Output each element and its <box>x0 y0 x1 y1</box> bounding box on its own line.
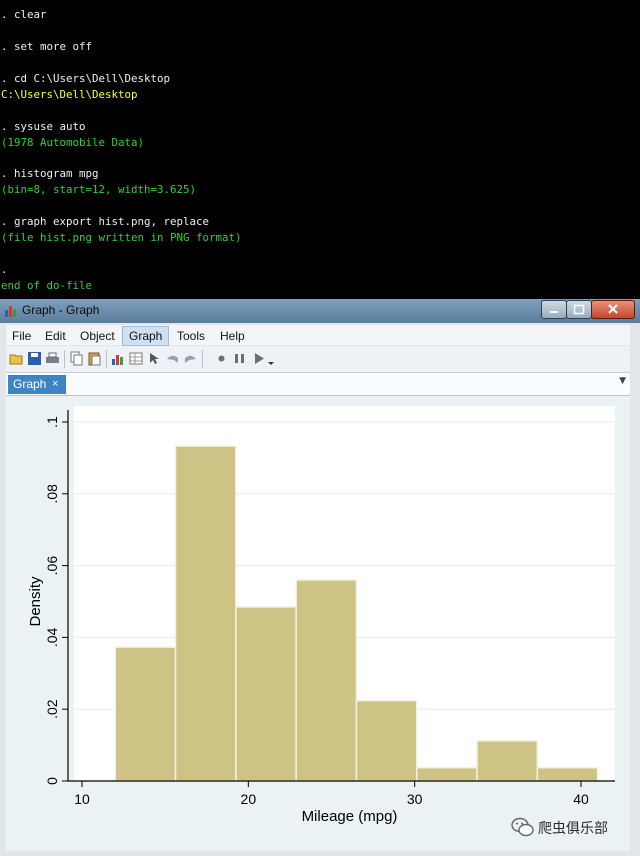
histogram-bar <box>114 646 177 782</box>
console-line: . <box>1 263 8 276</box>
watermark-text: 爬虫俱乐部 <box>538 821 608 837</box>
maximize-icon <box>573 304 585 315</box>
graph-window: Graph - Graph File Edit Object Graph Tools He… <box>0 299 640 856</box>
play-icon[interactable] <box>252 351 276 366</box>
pointer-icon[interactable] <box>147 351 162 366</box>
histogram-bar <box>235 606 297 782</box>
histogram-bar <box>295 579 358 782</box>
menu-tools[interactable]: Tools <box>177 329 206 343</box>
console-line: . set more off <box>1 40 93 53</box>
histogram-bar <box>536 766 599 782</box>
menu-bar: File Edit Object Graph Tools Help <box>6 325 630 346</box>
console-line: . sysuse auto <box>1 120 86 133</box>
histogram-bar <box>355 699 418 782</box>
y-tick-label: .02 <box>44 699 60 719</box>
close-icon <box>608 304 618 314</box>
x-axis-title: Mileage (mpg) <box>302 808 398 825</box>
data-editor-icon[interactable] <box>129 351 144 366</box>
open-icon[interactable] <box>9 351 24 366</box>
pause-icon[interactable] <box>232 351 247 366</box>
toolbar-separator <box>106 350 107 368</box>
tab-label: Graph <box>13 377 47 391</box>
menu-help[interactable]: Help <box>220 329 245 343</box>
print-icon[interactable] <box>45 351 60 366</box>
maximize-button[interactable] <box>566 300 592 319</box>
console-line: . histogram mpg <box>1 167 99 180</box>
console-line: (1978 Automobile Data) <box>1 136 145 149</box>
undo-icon[interactable] <box>165 351 180 366</box>
results-console: . clear . set more off . cd C:\Users\Dell\… <box>0 0 640 300</box>
console-line: end of do-file <box>1 279 93 292</box>
console-line: . clear <box>1 8 47 21</box>
menu-edit[interactable]: Edit <box>45 329 66 343</box>
histogram-bar <box>476 740 539 782</box>
histogram-chart: 0 .02 .04 .06 .08 .1 10 20 30 40 Mileage (mpg) Dens… <box>27 406 615 825</box>
watermark: 爬虫俱乐部 <box>508 815 638 843</box>
menu-object[interactable]: Object <box>80 329 115 343</box>
console-line: . cd C:\Users\Dell\Desktop <box>1 72 171 85</box>
histogram-bar <box>174 445 237 782</box>
x-tick-label: 40 <box>573 791 589 807</box>
graph-area: 0 .02 .04 .06 .08 .1 10 20 30 40 Mileage (mpg) Dens… <box>6 396 630 851</box>
graph-app-icon <box>5 306 16 317</box>
console-line: (bin=8, start=12, width=3.625) <box>1 183 197 196</box>
paste-icon[interactable] <box>87 351 102 366</box>
minimize-icon <box>550 311 558 313</box>
title-bar[interactable]: Graph - Graph <box>0 299 640 323</box>
x-tick-label: 10 <box>74 791 90 807</box>
record-icon[interactable] <box>214 351 229 366</box>
menu-graph[interactable]: Graph <box>122 326 170 346</box>
console-line: . graph export hist.png, replace <box>1 215 210 228</box>
toolbar-separator <box>202 350 203 368</box>
wechat-logo-icon <box>511 817 534 837</box>
toolbar-separator <box>64 350 65 368</box>
tab-close-icon[interactable]: × <box>52 378 59 390</box>
histogram-bar <box>415 766 478 782</box>
y-tick-label: 0 <box>44 777 60 785</box>
y-tick-label: .08 <box>44 484 60 504</box>
tab-graph[interactable]: Graph × <box>8 375 66 394</box>
save-icon[interactable] <box>27 351 42 366</box>
toolbar <box>6 346 630 373</box>
redo-icon[interactable] <box>183 351 198 366</box>
minimize-button[interactable] <box>541 300 567 319</box>
menu-file[interactable]: File <box>12 329 32 343</box>
x-tick-label: 20 <box>241 791 257 807</box>
y-tick-label: .1 <box>44 416 60 428</box>
window-title: Graph - Graph <box>22 303 100 317</box>
y-tick-label: .06 <box>44 556 60 576</box>
x-tick-label: 30 <box>407 791 423 807</box>
console-line: (file hist.png written in PNG format) <box>1 231 242 244</box>
graph-editor-icon[interactable] <box>111 351 126 366</box>
tab-dropdown-icon[interactable]: ▼ <box>619 376 626 386</box>
console-line: C:\Users\Dell\Desktop <box>1 88 138 101</box>
close-button[interactable] <box>591 300 635 319</box>
tab-bar: Graph × ▼ <box>6 373 630 396</box>
copy-icon[interactable] <box>69 351 84 366</box>
y-axis-title: Density <box>27 576 44 627</box>
y-tick-label: .04 <box>44 627 60 647</box>
